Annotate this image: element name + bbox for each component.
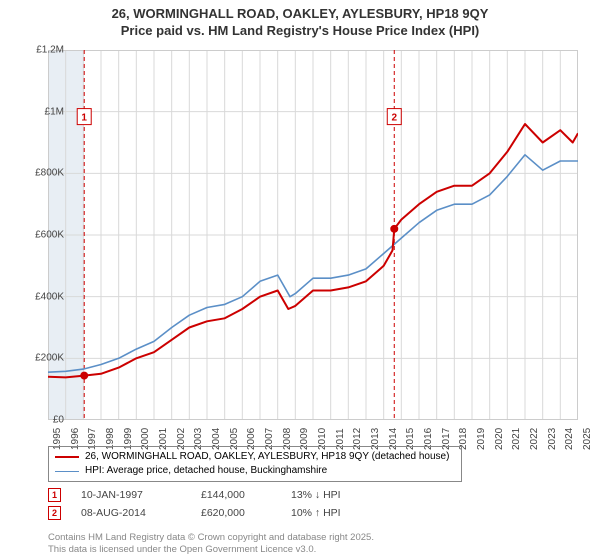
legend-swatch-1 (55, 456, 79, 458)
x-tick-label: 2022 (529, 428, 540, 450)
x-tick-label: 2019 (476, 428, 487, 450)
legend-row-1: 26, WORMINGHALL ROAD, OAKLEY, AYLESBURY,… (55, 450, 455, 464)
transaction-date: 10-JAN-1997 (81, 489, 201, 501)
transaction-row: 1 10-JAN-1997 £144,000 13% ↓ HPI (48, 488, 381, 502)
legend-swatch-2 (55, 471, 79, 472)
x-tick-label: 2020 (494, 428, 505, 450)
chart-plot-area: 12 (48, 50, 578, 420)
svg-text:1: 1 (81, 113, 87, 124)
line-chart-svg: 12 (48, 50, 578, 420)
svg-text:2: 2 (391, 113, 397, 124)
transaction-diff: 10% ↑ HPI (291, 507, 381, 519)
y-tick-label: £1M (45, 106, 64, 117)
title-line-2: Price paid vs. HM Land Registry's House … (0, 23, 600, 40)
footer-line-2: This data is licensed under the Open Gov… (48, 544, 374, 556)
transactions-list: 1 10-JAN-1997 £144,000 13% ↓ HPI 2 08-AU… (48, 488, 381, 524)
y-tick-label: £800K (35, 168, 64, 179)
x-tick-label: 2021 (511, 428, 522, 450)
title-line-1: 26, WORMINGHALL ROAD, OAKLEY, AYLESBURY,… (0, 6, 600, 23)
transaction-price: £144,000 (201, 489, 291, 501)
legend-box: 26, WORMINGHALL ROAD, OAKLEY, AYLESBURY,… (48, 446, 462, 482)
transaction-marker-1: 1 (48, 488, 61, 502)
y-tick-label: £1.2M (36, 45, 64, 56)
chart-title-block: 26, WORMINGHALL ROAD, OAKLEY, AYLESBURY,… (0, 0, 600, 40)
x-tick-label: 2024 (564, 428, 575, 450)
x-tick-label: 2025 (582, 428, 593, 450)
transaction-row: 2 08-AUG-2014 £620,000 10% ↑ HPI (48, 506, 381, 520)
transaction-diff: 13% ↓ HPI (291, 489, 381, 501)
x-tick-label: 2023 (547, 428, 558, 450)
transaction-price: £620,000 (201, 507, 291, 519)
legend-label-1: 26, WORMINGHALL ROAD, OAKLEY, AYLESBURY,… (85, 450, 449, 464)
footer-line-1: Contains HM Land Registry data © Crown c… (48, 532, 374, 544)
y-tick-label: £0 (53, 415, 64, 426)
y-tick-label: £200K (35, 353, 64, 364)
legend-label-2: HPI: Average price, detached house, Buck… (85, 464, 327, 478)
transaction-marker-2: 2 (48, 506, 61, 520)
y-tick-label: £400K (35, 291, 64, 302)
legend-row-2: HPI: Average price, detached house, Buck… (55, 464, 455, 478)
footer-attribution: Contains HM Land Registry data © Crown c… (48, 532, 374, 556)
transaction-date: 08-AUG-2014 (81, 507, 201, 519)
y-tick-label: £600K (35, 230, 64, 241)
